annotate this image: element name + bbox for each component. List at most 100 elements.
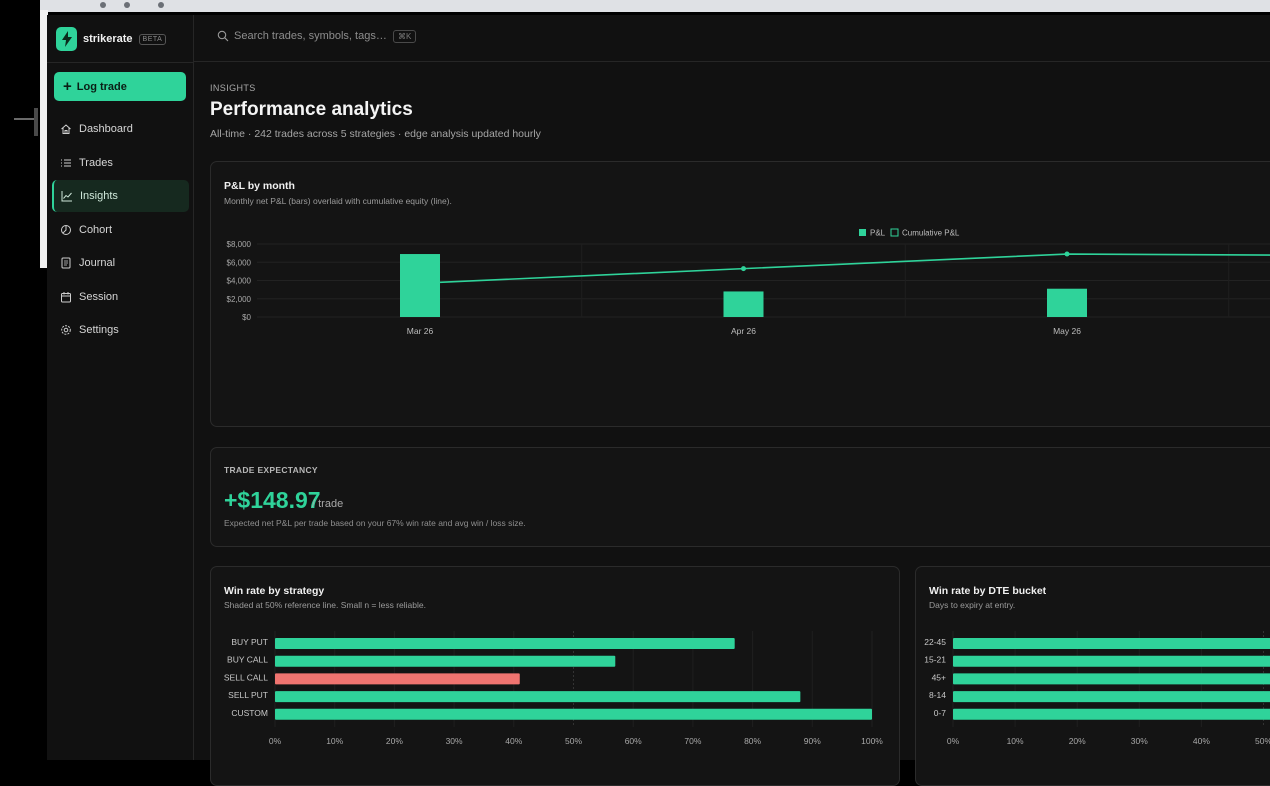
card-title: Win rate by strategy <box>224 585 325 597</box>
app-name: strikerate <box>83 33 133 45</box>
divider <box>47 62 194 63</box>
sidebar-item-label: Insights <box>80 190 118 202</box>
category-label: BUY CALL <box>227 655 268 665</box>
browser-tab-strip <box>40 0 1270 12</box>
win-rate-bar <box>953 708 1270 720</box>
card-title: Win rate by DTE bucket <box>929 585 1047 597</box>
sidebar-item-label: Settings <box>79 324 119 336</box>
x-tick-label: 30% <box>1131 736 1148 746</box>
x-tick-label: 30% <box>446 736 463 746</box>
sidebar-item-label: Session <box>79 290 119 303</box>
win-rate-bar <box>953 691 1270 703</box>
sidebar-item-label: Trades <box>79 156 113 169</box>
cumulative-line <box>439 253 1270 284</box>
x-tick-label: 80% <box>744 736 761 746</box>
x-tick-label: May 26 <box>1053 326 1081 336</box>
x-tick-label: 40% <box>505 736 522 746</box>
pnl-bar <box>723 291 764 317</box>
x-tick-label: 50% <box>1255 736 1270 746</box>
y-tick-label: $6,000 <box>227 258 252 267</box>
pie-icon <box>61 224 71 235</box>
x-tick-label: Mar 26 <box>407 326 434 336</box>
win-rate-by-strategy-card: Win rate by strategy Shaded at 50% refer… <box>210 566 900 786</box>
card-subtitle: Shaded at 50% reference line. Small n = … <box>224 600 426 610</box>
cumulative-point <box>741 266 746 272</box>
win-rate-bar <box>275 638 735 649</box>
x-tick-label: 20% <box>386 736 403 746</box>
background-window-line <box>34 108 38 136</box>
category-label: 45+ <box>932 672 946 682</box>
list-icon <box>61 159 71 166</box>
legend-label: Cumulative P&L <box>902 229 960 238</box>
log-trade-button[interactable]: + Log trade <box>54 72 186 101</box>
expectancy-unit: / trade <box>312 498 344 510</box>
log-trade-label: Log trade <box>76 80 127 93</box>
sidebar-item-journal[interactable]: Journal <box>52 247 189 279</box>
y-tick-label: $0 <box>242 313 251 322</box>
gear-icon <box>61 325 71 335</box>
sidebar-nav: Dashboard Trades Insights Cohort Journal… <box>52 113 189 348</box>
y-tick-label: $8,000 <box>227 240 252 249</box>
keyboard-shortcut-badge: ⌘K <box>393 30 417 43</box>
x-tick-label: Apr 26 <box>731 326 756 336</box>
sidebar-item-label: Cohort <box>79 223 113 236</box>
page-subtitle: All-time · 242 trades across 5 strategie… <box>210 128 541 140</box>
dte-chart: 0% 10% 20% 30% 40% 50% 22-45 15-21 45+ 8-14 0-7 <box>924 631 1270 746</box>
sidebar-item-label: Dashboard <box>79 123 133 135</box>
top-bar: Search trades, symbols, tags… ⌘K <box>194 15 1270 62</box>
win-rate-bar <box>953 673 1270 685</box>
page-title: Performance analytics <box>210 99 413 120</box>
sidebar: strikerate BETA + Log trade Dashboard Tr… <box>47 15 194 760</box>
sidebar-item-label: Journal <box>79 257 116 269</box>
pnl-chart: P&L Cumulative P&L $0 $2,000 $4,000 $6,000 $8,… <box>227 228 1270 336</box>
category-label: SELL CALL <box>224 672 268 682</box>
sidebar-item-cohort[interactable]: Cohort <box>52 214 189 246</box>
sidebar-item-trades[interactable]: Trades <box>52 147 189 179</box>
sidebar-item-insights[interactable]: Insights <box>52 180 189 212</box>
trade-expectancy-card: TRADE EXPECTANCY +$148.97 / trade Expect… <box>210 447 1270 547</box>
sidebar-item-settings[interactable]: Settings <box>52 314 189 346</box>
x-tick-label: 0% <box>947 736 960 746</box>
chart-line-icon <box>61 191 72 202</box>
win-rate-bar <box>953 638 1270 649</box>
legend-swatch-pnl <box>859 229 866 236</box>
background-window-line <box>14 118 38 120</box>
search-icon <box>217 30 229 42</box>
win-rate-bar <box>953 655 1270 667</box>
x-tick-label: 40% <box>1193 736 1210 746</box>
x-tick-label: 10% <box>326 736 343 746</box>
notebook-icon <box>61 257 71 269</box>
beta-badge: BETA <box>138 33 167 45</box>
sidebar-item-dashboard[interactable]: Dashboard <box>52 113 189 145</box>
search-input[interactable]: Search trades, symbols, tags… <box>217 30 387 42</box>
x-tick-label: 100% <box>861 736 883 746</box>
category-label: 8-14 <box>929 690 946 700</box>
search-placeholder: Search trades, symbols, tags… <box>234 30 387 42</box>
tab-dot <box>124 2 130 8</box>
plus-icon: + <box>63 78 72 95</box>
sidebar-item-session[interactable]: Session <box>52 281 189 313</box>
win-rate-bar <box>275 708 872 720</box>
expectancy-note: Expected net P&L per trade based on your… <box>224 518 526 528</box>
x-tick-label: 90% <box>804 736 821 746</box>
app-window: strikerate BETA + Log trade Dashboard Tr… <box>47 15 1270 786</box>
tab-dot <box>100 2 106 8</box>
x-tick-label: 50% <box>565 736 582 746</box>
card-subtitle: Days to expiry at entry. <box>929 600 1016 610</box>
category-label: CUSTOM <box>231 708 268 718</box>
legend-swatch-cumulative <box>890 228 899 237</box>
x-tick-label: 20% <box>1069 736 1086 746</box>
win-rate-bar <box>275 655 616 667</box>
category-label: 15-21 <box>924 655 946 665</box>
category-label: SELL PUT <box>228 690 268 700</box>
y-tick-label: $2,000 <box>227 295 252 304</box>
brand[interactable]: strikerate BETA <box>56 26 167 52</box>
lightning-logo-icon <box>56 27 77 51</box>
win-rate-by-dte-card: Win rate by DTE bucket Days to expiry at… <box>915 566 1270 786</box>
background-window-edge <box>40 10 48 268</box>
strategy-chart: 0% 10% 20% 30% 40% 50% 60% 70% 80% 90% 100% BUY PUT… <box>224 631 883 746</box>
calendar-icon <box>61 291 71 302</box>
category-label: BUY PUT <box>231 637 268 647</box>
card-subtitle: Monthly net P&L (bars) overlaid with cum… <box>224 196 452 206</box>
pnl-bar <box>400 254 440 317</box>
